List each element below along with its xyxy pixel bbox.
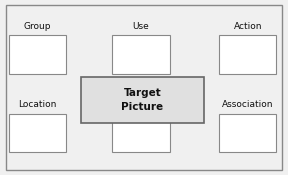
Bar: [219, 114, 276, 152]
Text: Use: Use: [133, 22, 149, 31]
Bar: [112, 114, 170, 152]
Bar: [219, 35, 276, 74]
Text: Target
Picture: Target Picture: [122, 88, 164, 112]
Text: Action: Action: [234, 22, 262, 31]
Text: Location: Location: [18, 100, 57, 109]
Bar: [9, 114, 66, 152]
Text: Group: Group: [24, 22, 51, 31]
Text: Properties: Properties: [118, 100, 164, 109]
Bar: [112, 35, 170, 74]
Bar: [81, 77, 204, 122]
Text: Association: Association: [222, 100, 273, 109]
Bar: [9, 35, 66, 74]
